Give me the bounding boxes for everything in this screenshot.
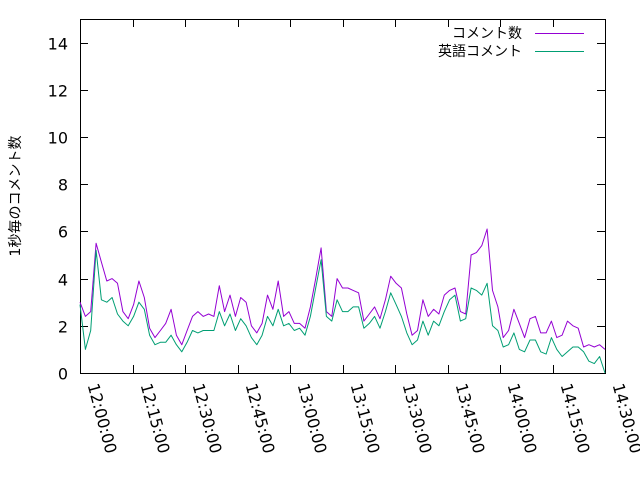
y-axis-title: 1秒毎のコメント数 <box>8 136 24 257</box>
x-tick-label: 12:15:00 <box>137 381 174 455</box>
y-tick-label: 2 <box>58 318 68 337</box>
x-tick-label: 13:15:00 <box>347 381 384 455</box>
y-tick-label: 14 <box>48 35 68 54</box>
series-line-1 <box>79 228 606 350</box>
series-group <box>79 228 606 374</box>
x-tick-label: 13:45:00 <box>452 381 489 455</box>
x-tick-label: 12:00:00 <box>84 381 121 455</box>
y-tick-label: 12 <box>48 82 68 101</box>
x-tick-label: 14:00:00 <box>504 381 541 455</box>
y-axis: 0 2 4 6 8 10 12 14 <box>48 35 605 384</box>
legend-label-2: 英語コメント <box>438 43 522 60</box>
x-tick-label: 13:00:00 <box>294 381 331 455</box>
x-tick-label: 14:15:00 <box>557 381 594 455</box>
y-tick-label: 0 <box>58 365 68 384</box>
y-tick-label: 8 <box>58 176 68 195</box>
x-tick-label: 12:45:00 <box>242 381 279 455</box>
plot-frame <box>80 19 606 374</box>
y-tick-label: 4 <box>58 271 68 290</box>
y-tick-label: 6 <box>58 223 68 242</box>
x-axis: 12:00:00 12:15:00 12:30:00 12:45:00 13:00:00… <box>80 19 640 455</box>
series-line-2 <box>79 249 606 374</box>
legend-label-1: コメント数 <box>452 26 522 42</box>
x-tick-label: 13:30:00 <box>399 381 436 455</box>
x-tick-label: 14:30:00 <box>609 381 640 455</box>
x-tick-label: 12:30:00 <box>189 381 226 455</box>
y-tick-label: 10 <box>48 129 68 148</box>
